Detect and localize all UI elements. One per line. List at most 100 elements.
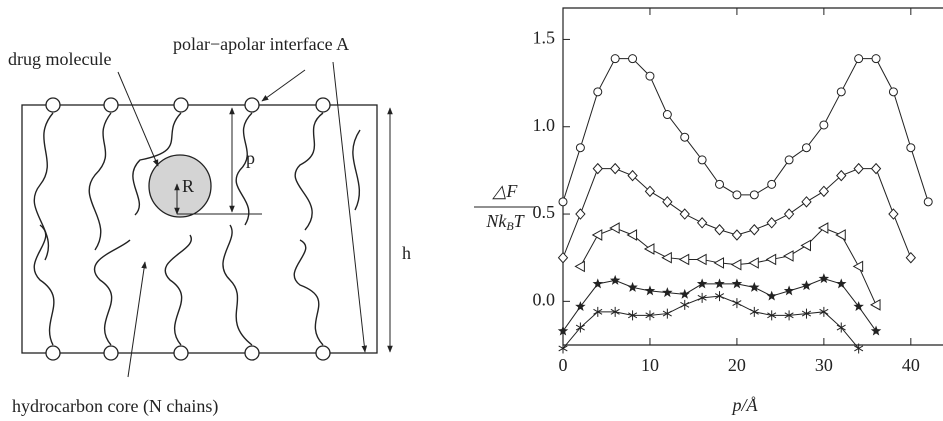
marker [765,253,777,266]
denominator-part: Nk [485,211,507,231]
marker [801,308,812,319]
marker [628,54,638,64]
marker [749,306,759,317]
marker [836,322,846,333]
drug-molecule [148,154,212,218]
marker [592,278,604,289]
marker [591,229,603,241]
marker [836,87,846,97]
marker [680,299,690,310]
marker [784,310,794,321]
y-tick-label: 0.0 [533,289,556,309]
marker [715,179,725,189]
y-label-numerator: △F [492,181,519,201]
label: hydrocarbon core (N chains) [12,396,218,417]
marker [679,208,690,220]
marker [643,243,655,255]
marker [593,87,603,97]
y-tick-label: 0.5 [533,202,556,222]
x-tick-label: 30 [815,355,833,375]
series-line [562,295,860,349]
marker [610,162,621,175]
marker [801,143,811,153]
marker [783,208,795,220]
series-line [562,168,912,258]
marker [627,281,638,292]
marker [645,71,655,81]
marker [574,260,585,273]
marker [766,217,777,229]
marker [888,208,899,220]
marker [731,229,743,241]
marker [714,291,725,302]
marker [593,306,603,317]
marker [697,155,707,165]
head-groups [45,97,331,361]
marker [626,229,638,241]
series-line [562,58,929,202]
marker [783,285,795,296]
marker [679,288,690,299]
marker [662,196,673,208]
marker [610,54,620,64]
label: h [402,243,411,263]
marker [817,222,829,234]
marker [819,120,829,130]
marker [696,278,708,289]
marker [749,190,759,200]
marker [644,185,656,198]
marker [871,54,881,64]
x-label: p/Å [731,395,759,415]
chains [33,112,361,346]
marker [697,292,707,303]
marker [836,169,847,182]
marker [888,87,898,97]
marker [696,217,708,229]
y-tick-label: 1.5 [533,28,556,48]
marker [749,224,760,236]
marker [748,257,759,269]
marker [714,224,725,236]
marker [644,285,656,296]
marker [678,253,690,266]
marker [906,143,916,153]
marker [732,190,742,200]
label: polar−apolar interface A [173,34,349,54]
marker [696,253,707,266]
marker [835,229,846,241]
marker [645,310,655,321]
marker [558,343,568,354]
marker [731,278,743,289]
marker [557,251,569,264]
marker [853,301,864,312]
label: p [246,148,255,168]
marker [732,298,742,309]
marker [627,169,638,182]
y-tick-label: 1.0 [533,115,556,135]
marker [870,162,882,175]
marker [661,251,672,264]
x-tick-label: 40 [902,355,920,375]
marker [783,250,794,262]
label: drug molecule [8,49,111,69]
marker [870,298,881,311]
denominator-part: T [514,211,526,231]
chart: △F NkBT p/Å [474,181,759,415]
y-label-denominator: NkBT [485,211,525,233]
marker [818,185,830,198]
series-line [562,278,877,332]
x-tick-label: 10 [641,355,659,375]
marker [870,325,882,336]
interface-pointer [332,61,368,353]
marker [557,325,569,336]
marker [662,110,672,120]
marker [575,301,586,312]
diagram: drug molecule polar−apolar interface A p… [8,34,411,417]
marker [819,306,829,317]
membrane-box [21,104,378,354]
plot-frame [562,7,943,346]
marker [610,306,620,317]
marker [852,260,864,273]
label: R [182,176,194,196]
